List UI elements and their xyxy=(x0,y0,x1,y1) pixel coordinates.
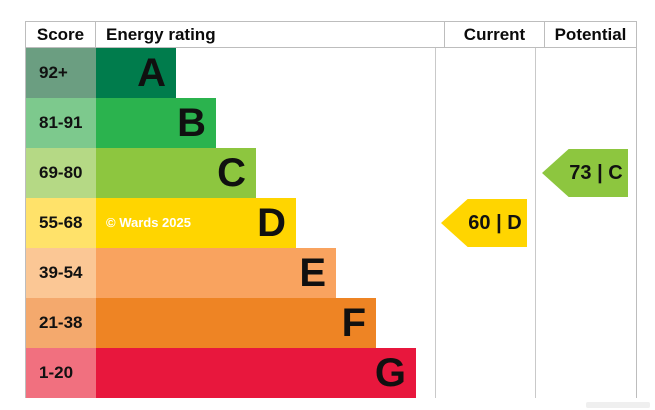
band-bar: D xyxy=(96,198,296,248)
band-row-f: 21-38 F xyxy=(26,298,636,348)
band-score-range: 21-38 xyxy=(26,298,96,348)
header-current: Current xyxy=(445,22,545,47)
band-letter: G xyxy=(374,350,406,395)
current-rating-label: 60 | D xyxy=(468,211,522,234)
band-row-g: 1-20 G xyxy=(26,348,636,398)
band-score-range: 55-68 xyxy=(26,198,96,248)
band-letter: E xyxy=(299,250,326,295)
watermark-text: © Wards 2025 xyxy=(106,215,191,230)
band-area: 92+ A 81-91 B 69-80 C 55-68 D 39-54 E 21… xyxy=(26,48,636,398)
column-divider-current xyxy=(435,48,436,398)
band-bar: B xyxy=(96,98,216,148)
band-bar: E xyxy=(96,248,336,298)
band-score-range: 92+ xyxy=(26,48,96,98)
header-energy-rating: Energy rating xyxy=(96,22,445,47)
header-score: Score xyxy=(26,22,96,47)
band-row-d: 55-68 D xyxy=(26,198,636,248)
band-bar: G xyxy=(96,348,416,398)
band-letter: A xyxy=(137,50,166,95)
column-divider-potential xyxy=(535,48,536,398)
band-letter: D xyxy=(257,200,286,245)
band-letter: F xyxy=(341,300,366,345)
band-row-b: 81-91 B xyxy=(26,98,636,148)
watermark-remnant xyxy=(586,402,650,408)
band-row-c: 69-80 C xyxy=(26,148,636,198)
band-score-range: 69-80 xyxy=(26,148,96,198)
band-score-range: 1-20 xyxy=(26,348,96,398)
band-bar: F xyxy=(96,298,376,348)
band-row-a: 92+ A xyxy=(26,48,636,98)
band-row-e: 39-54 E xyxy=(26,248,636,298)
band-bar: C xyxy=(96,148,256,198)
band-bar: A xyxy=(96,48,176,98)
band-score-range: 81-91 xyxy=(26,98,96,148)
header-potential: Potential xyxy=(554,25,627,44)
potential-rating-label: 73 | C xyxy=(569,161,623,184)
band-score-range: 39-54 xyxy=(26,248,96,298)
band-letter: B xyxy=(177,100,206,145)
band-letter: C xyxy=(217,150,246,195)
table-header-row: Score Energy rating Current Potential xyxy=(26,22,636,48)
epc-table: Score Energy rating Current Potential 92… xyxy=(25,21,637,398)
